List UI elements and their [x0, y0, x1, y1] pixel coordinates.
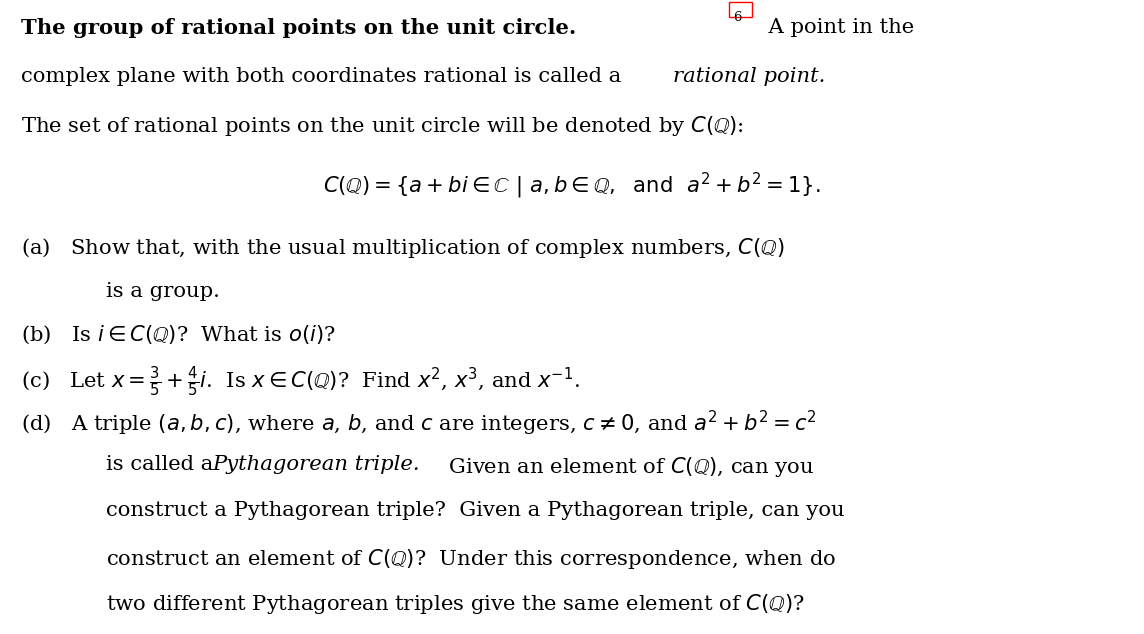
Text: The set of rational points on the unit circle will be denoted by $C(\mathbb{Q})$: The set of rational points on the unit c…: [21, 114, 744, 138]
Text: The group of rational points on the unit circle.: The group of rational points on the unit…: [21, 18, 575, 38]
Text: is called a: is called a: [106, 455, 221, 474]
Text: is a group.: is a group.: [106, 282, 221, 301]
Text: A point in the: A point in the: [755, 18, 914, 37]
Text: Given an element of $C(\mathbb{Q})$, can you: Given an element of $C(\mathbb{Q})$, can…: [435, 455, 813, 479]
Text: (b)   Is $i \in C(\mathbb{Q})$?  What is $o(i)$?: (b) Is $i \in C(\mathbb{Q})$? What is $o…: [21, 323, 335, 346]
Text: two different Pythagorean triples give the same element of $C(\mathbb{Q})$?: two different Pythagorean triples give t…: [106, 592, 805, 616]
Text: construct a Pythagorean triple?  Given a Pythagorean triple, can you: construct a Pythagorean triple? Given a …: [106, 501, 845, 520]
Text: (a)   Show that, with the usual multiplication of complex numbers, $C(\mathbb{Q}: (a) Show that, with the usual multiplica…: [21, 236, 784, 261]
Text: construct an element of $C(\mathbb{Q})$?  Under this correspondence, when do: construct an element of $C(\mathbb{Q})$?…: [106, 547, 836, 571]
Text: (d)   A triple $(a, b, c)$, where $a$, $b$, and $c$ are integers, $c \neq 0$, an: (d) A triple $(a, b, c)$, where $a$, $b$…: [21, 409, 817, 438]
Text: rational point.: rational point.: [673, 67, 825, 86]
Text: $C(\mathbb{Q}) = \{a + bi \in \mathbb{C}\ |\ a, b \in \mathbb{Q},\ \ \mathrm{and: $C(\mathbb{Q}) = \{a + bi \in \mathbb{C}…: [324, 171, 820, 202]
Text: Pythagorean triple.: Pythagorean triple.: [213, 455, 420, 474]
Text: (c)   Let $x = \frac{3}{5} + \frac{4}{5}i$.  Is $x \in C(\mathbb{Q})$?  Find $x^: (c) Let $x = \frac{3}{5} + \frac{4}{5}i$…: [21, 365, 580, 399]
Text: 6: 6: [733, 11, 741, 25]
Text: complex plane with both coordinates rational is called a: complex plane with both coordinates rati…: [21, 67, 628, 86]
